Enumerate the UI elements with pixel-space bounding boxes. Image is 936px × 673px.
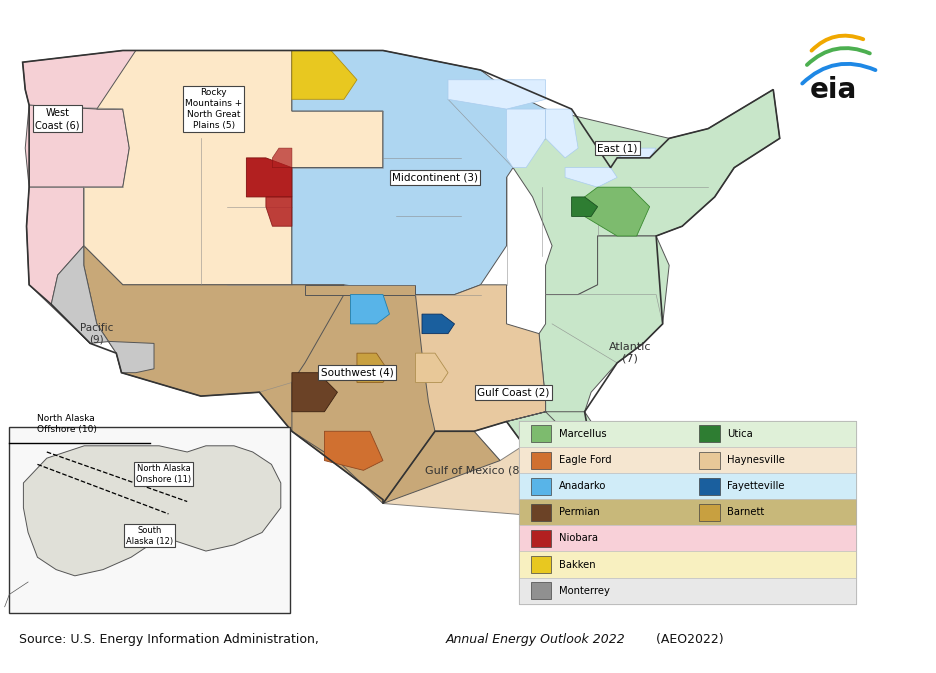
Text: Source: U.S. Energy Information Administration,: Source: U.S. Energy Information Administ… [19, 633, 323, 646]
Bar [519, 447, 856, 473]
Text: East (1): East (1) [597, 143, 637, 153]
Bar [531, 556, 551, 573]
Polygon shape [422, 314, 455, 334]
Text: Southwest (4): Southwest (4) [320, 367, 393, 378]
Polygon shape [546, 109, 578, 158]
Polygon shape [26, 187, 90, 343]
Text: North Alaska
Onshore (11): North Alaska Onshore (11) [137, 464, 191, 484]
Text: North Alaska
Offshore (10): North Alaska Offshore (10) [37, 415, 97, 434]
Bar [519, 473, 856, 499]
Polygon shape [448, 80, 546, 109]
Text: Eagle Ford: Eagle Ford [559, 455, 611, 465]
Text: Fayetteville: Fayetteville [727, 481, 784, 491]
Text: Annual Energy Outlook 2022: Annual Energy Outlook 2022 [446, 633, 625, 646]
Bar [699, 504, 720, 521]
Bar [519, 551, 856, 577]
Text: Bakken: Bakken [559, 559, 595, 569]
Text: Haynesville: Haynesville [727, 455, 785, 465]
Polygon shape [474, 236, 669, 519]
Bar [531, 478, 551, 495]
Text: Marcellus: Marcellus [559, 429, 607, 439]
Bar [531, 530, 551, 546]
Text: Utica: Utica [727, 429, 753, 439]
Text: South
Alaska (12): South Alaska (12) [126, 526, 173, 546]
Polygon shape [25, 105, 129, 187]
Text: (AEO2022): (AEO2022) [652, 633, 724, 646]
Text: Barnett: Barnett [727, 507, 765, 518]
Bar [519, 421, 856, 604]
Text: eia: eia [810, 76, 856, 104]
Text: Rocky
Mountains +
North Great
Plains (5): Rocky Mountains + North Great Plains (5) [185, 88, 242, 130]
Polygon shape [292, 373, 338, 412]
Polygon shape [506, 412, 604, 519]
Polygon shape [83, 246, 500, 503]
Text: Anadarko: Anadarko [559, 481, 607, 491]
Text: Permian: Permian [559, 507, 599, 518]
Polygon shape [416, 285, 546, 431]
Bar [699, 452, 720, 468]
Text: Pacific
(9): Pacific (9) [80, 323, 113, 345]
Text: Monterrey: Monterrey [559, 586, 609, 596]
Polygon shape [22, 50, 136, 109]
Polygon shape [292, 50, 546, 295]
Polygon shape [325, 431, 383, 470]
Bar [9, 427, 290, 613]
Bar [519, 526, 856, 551]
Polygon shape [266, 197, 292, 226]
Text: Midcontinent (3): Midcontinent (3) [392, 172, 478, 182]
Text: Gulf of Mexico (8): Gulf of Mexico (8) [425, 465, 523, 475]
Polygon shape [23, 446, 281, 576]
Polygon shape [246, 158, 292, 197]
Bar [531, 452, 551, 468]
Polygon shape [83, 50, 383, 285]
Bar [519, 421, 856, 447]
Polygon shape [51, 246, 154, 373]
Text: West
Coast (6): West Coast (6) [36, 108, 80, 130]
Polygon shape [292, 50, 357, 100]
Polygon shape [383, 431, 578, 519]
Polygon shape [513, 90, 780, 295]
Polygon shape [617, 148, 656, 158]
Polygon shape [506, 109, 546, 168]
Polygon shape [572, 197, 597, 217]
Polygon shape [292, 295, 435, 503]
Text: Atlantic
(7): Atlantic (7) [609, 343, 651, 364]
Polygon shape [305, 285, 416, 295]
Bar [699, 425, 720, 442]
Bar [531, 425, 551, 442]
Polygon shape [272, 148, 292, 168]
Bar [531, 582, 551, 599]
Text: Gulf Coast (2): Gulf Coast (2) [476, 387, 549, 397]
Text: Niobara: Niobara [559, 534, 598, 544]
Polygon shape [350, 295, 389, 324]
Polygon shape [357, 353, 389, 382]
Polygon shape [416, 353, 448, 382]
Polygon shape [585, 187, 650, 236]
Bar [519, 499, 856, 526]
Bar [519, 577, 856, 604]
Bar [531, 504, 551, 521]
Polygon shape [565, 168, 617, 187]
Bar [699, 478, 720, 495]
